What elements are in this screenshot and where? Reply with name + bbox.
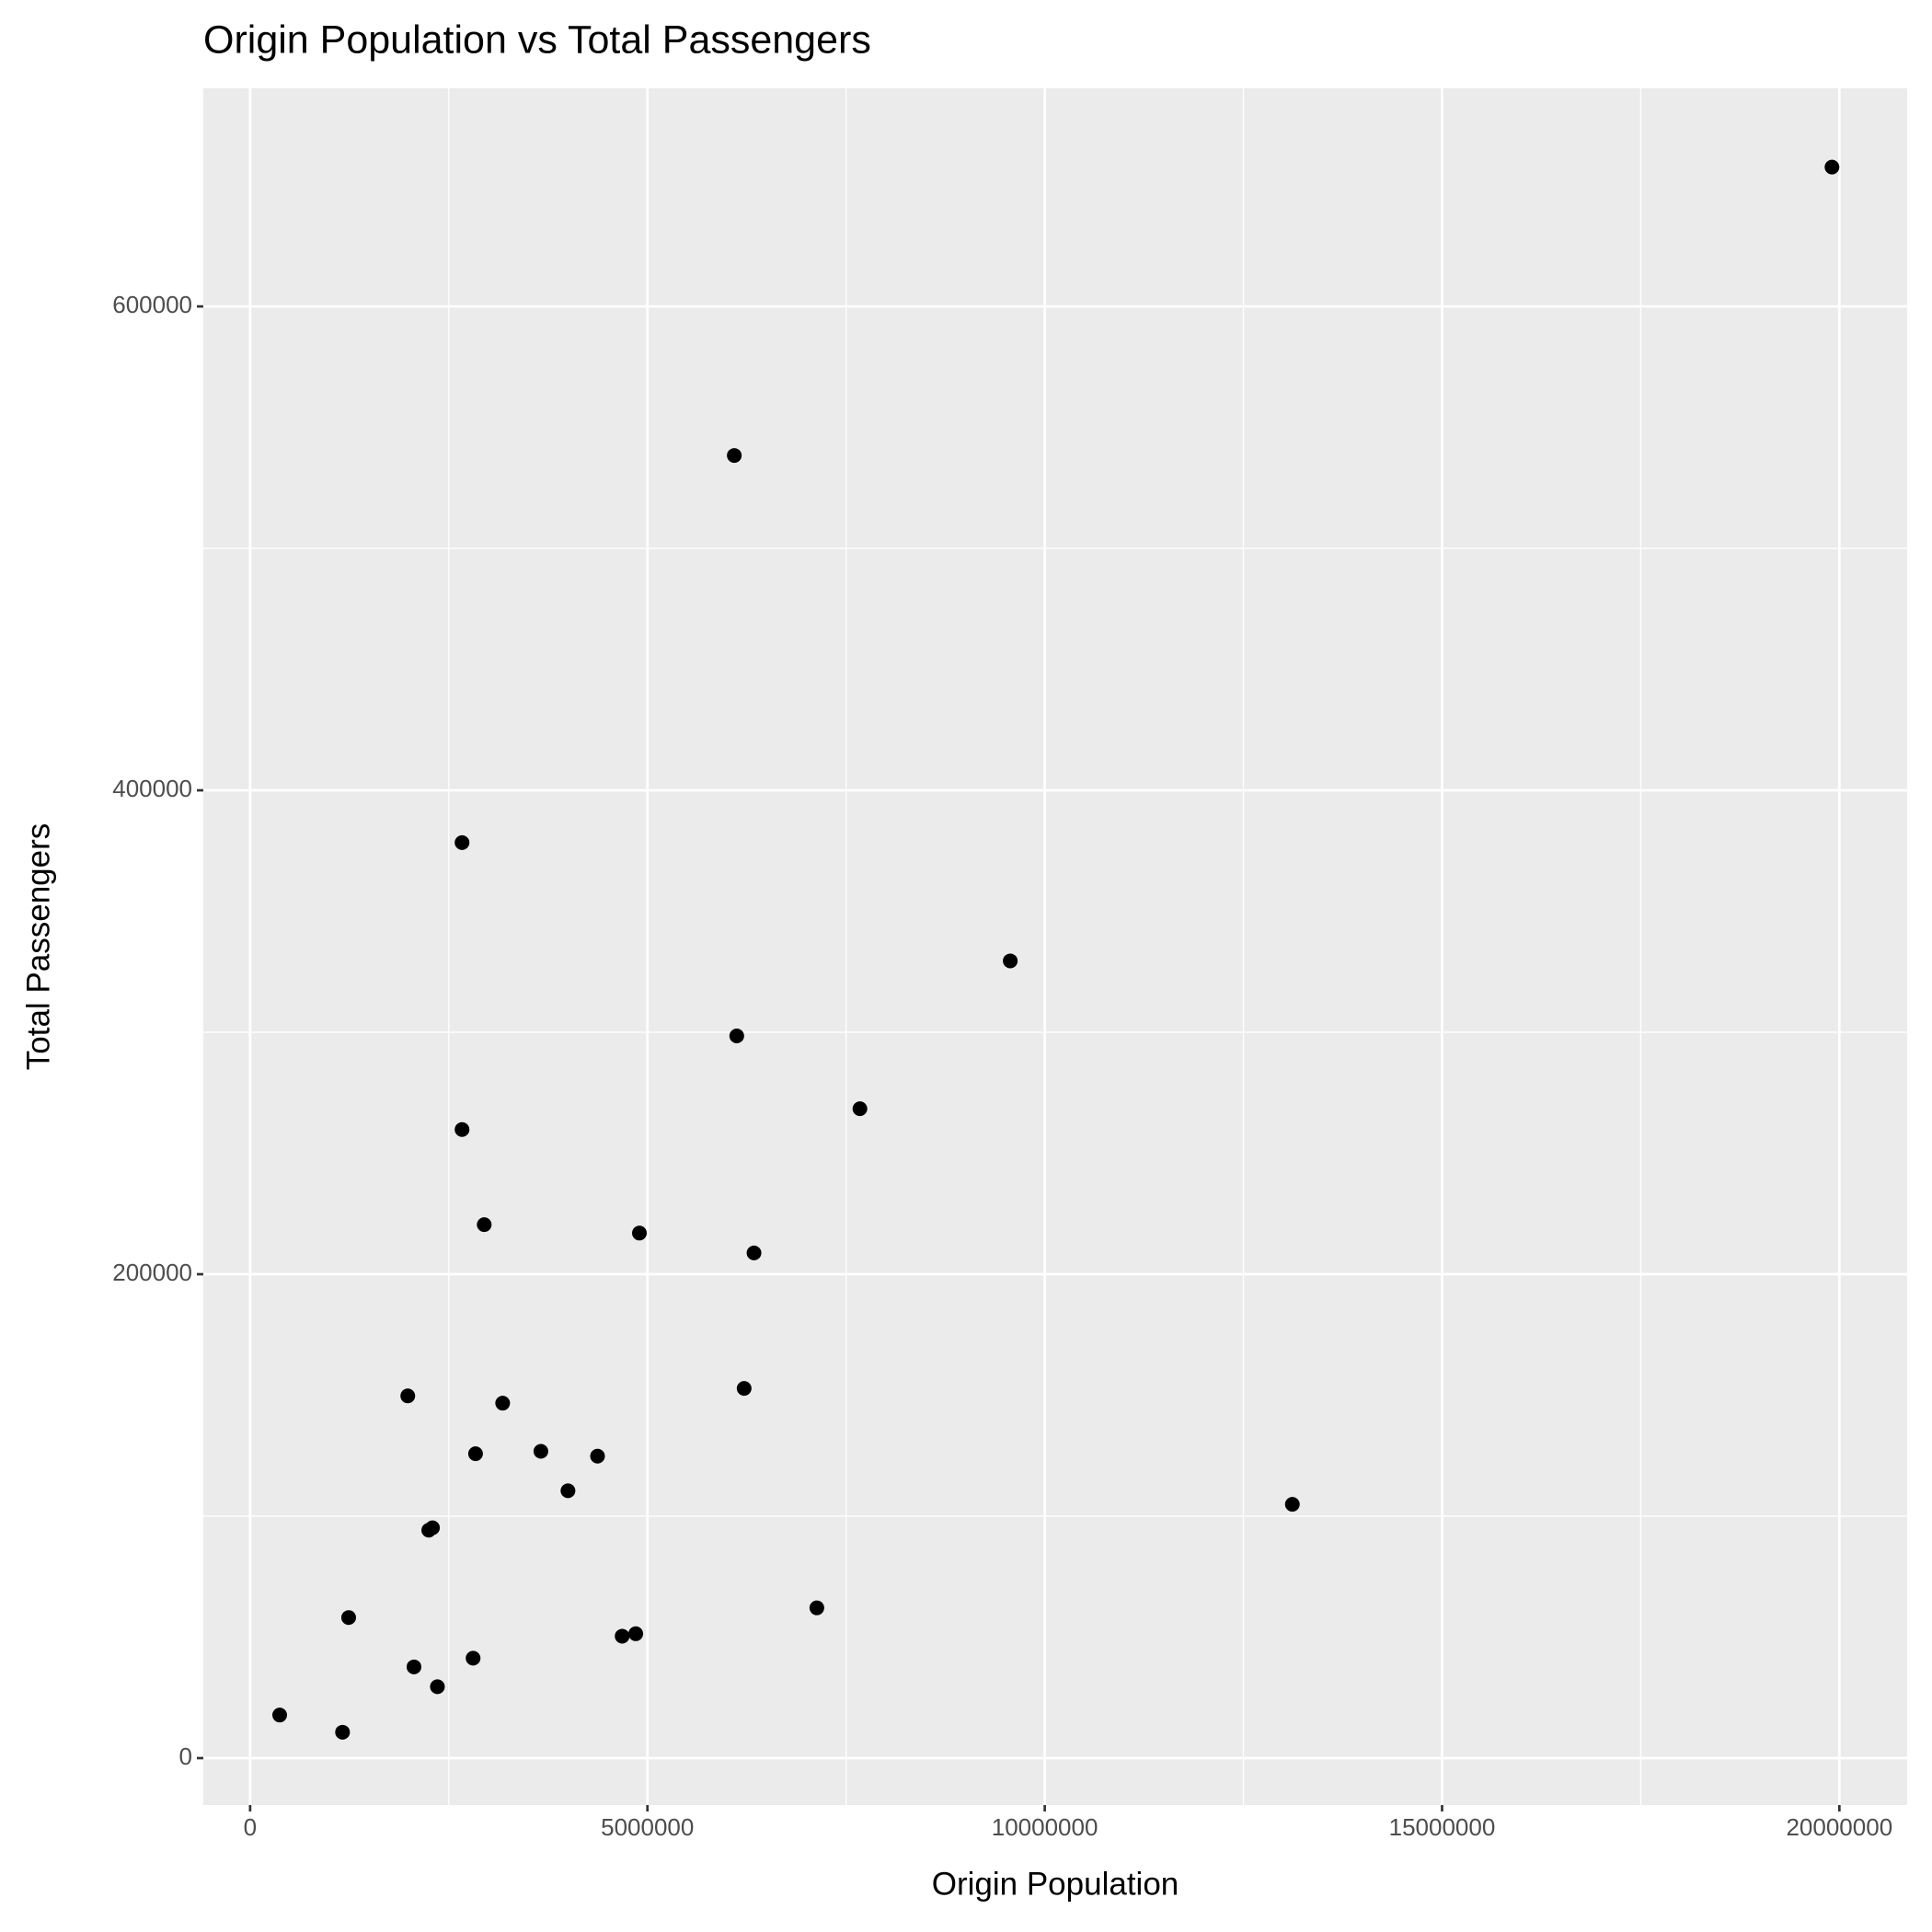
point — [736, 1381, 752, 1397]
point — [1284, 1497, 1300, 1512]
point — [852, 1101, 868, 1117]
y-tick-label: 200000 — [112, 1259, 192, 1286]
point — [729, 1028, 744, 1043]
x-tick-label: 20000000 — [1786, 1813, 1892, 1841]
point — [477, 1217, 492, 1233]
point — [727, 448, 742, 464]
point — [406, 1659, 421, 1674]
x-tick-label: 10000000 — [992, 1813, 1098, 1841]
y-tick-label: 400000 — [112, 775, 192, 802]
chart-title: Origin Population vs Total Passengers — [203, 17, 871, 62]
point — [467, 1446, 483, 1462]
x-tick-label: 5000000 — [601, 1813, 694, 1841]
point — [495, 1396, 511, 1411]
point — [340, 1610, 356, 1626]
point — [454, 834, 470, 850]
point — [466, 1650, 481, 1666]
x-tick-label: 15000000 — [1389, 1813, 1496, 1841]
point — [533, 1443, 548, 1459]
point — [615, 1628, 630, 1644]
x-tick-label: 0 — [244, 1813, 257, 1841]
point — [746, 1245, 762, 1260]
x-axis-title: Origin Population — [932, 1866, 1179, 1902]
point — [560, 1483, 576, 1499]
point — [454, 1121, 470, 1137]
point — [809, 1600, 824, 1616]
y-tick-label: 0 — [179, 1742, 192, 1770]
y-axis-title: Total Passengers — [20, 823, 56, 1070]
point — [335, 1724, 351, 1740]
panel — [203, 88, 1907, 1805]
point — [272, 1708, 288, 1723]
y-tick-label: 600000 — [112, 291, 192, 318]
point — [632, 1225, 648, 1241]
point — [628, 1626, 644, 1641]
point — [430, 1679, 445, 1695]
point — [1003, 953, 1018, 969]
point — [425, 1520, 441, 1535]
point — [400, 1388, 416, 1404]
point — [1824, 159, 1840, 175]
point — [590, 1448, 605, 1464]
